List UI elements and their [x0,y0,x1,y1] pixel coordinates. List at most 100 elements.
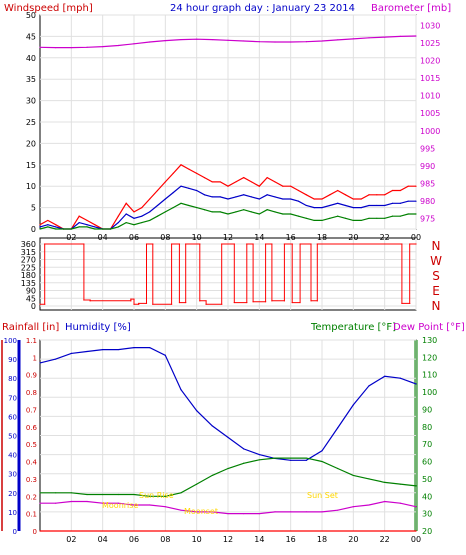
xtick-label: 10 [192,535,202,544]
data-point [344,217,347,219]
ytick-label: 130 [422,336,437,345]
data-point [305,204,307,207]
direction-gridlines [40,238,417,310]
ytick-label: 20 [26,139,36,148]
data-point [70,47,72,49]
data-point [290,41,292,43]
ytick-label: 100 [422,388,437,397]
data-point [266,177,268,179]
data-point [271,243,273,245]
ytick-label: 980 [420,197,435,206]
data-point [316,243,318,245]
data-point [415,383,417,385]
data-point [227,185,229,187]
data-point [227,198,229,200]
data-point [94,228,96,230]
data-point [243,448,245,450]
data-point [399,202,401,204]
data-point [86,500,88,503]
data-point [44,303,46,305]
sunset-label: Sun Set [307,491,338,500]
data-point [211,196,213,198]
data-point [407,213,409,215]
data-point [246,301,248,304]
ytick-label: 360 [21,240,36,249]
humidity-axis-title: Humidity [%] [65,322,131,333]
data-point [102,493,104,496]
data-point [399,502,401,504]
data-point [265,243,267,245]
data-point [415,35,417,37]
data-point [55,226,57,228]
data-point [310,300,312,302]
ytick-label: 0 [33,528,37,536]
data-point [407,185,409,187]
data-point [130,298,132,300]
data-point [291,243,293,245]
chart-title: 24 hour graph day : January 23 2014 [170,3,355,14]
data-point [391,189,394,192]
data-point [352,474,354,477]
data-point [384,204,386,207]
data-point [399,35,401,38]
data-point [70,228,72,230]
data-point [321,460,323,463]
data-point [258,41,260,43]
data-point [221,303,223,305]
data-point [415,530,417,532]
data-point [352,506,354,508]
ytick-label: 80 [8,375,17,383]
data-point [117,493,119,496]
data-point [274,457,276,459]
compass-letter: S [432,269,440,283]
data-point [282,198,284,200]
ytick-label: 120 [422,353,437,362]
data-point [188,204,190,207]
sunrise-label: Sun Rise [139,491,174,500]
ytick-label: 40 [26,54,36,63]
data-point [399,377,401,379]
data-point [133,224,135,226]
ytick-label: 30 [8,471,17,479]
data-point [313,207,315,209]
data-point [290,511,292,513]
data-point [376,204,378,207]
data-point [227,513,229,515]
data-point [329,204,331,207]
data-point [199,243,201,245]
data-point [78,215,80,217]
data-point [415,213,417,215]
ytick-label: 30 [422,510,432,519]
data-point [55,224,57,226]
ytick-label: 0.8 [26,389,37,397]
data-point [164,354,166,356]
ytick-label: 90 [26,287,36,296]
data-point [290,185,292,187]
wind-series [39,35,417,230]
data-point [243,462,245,464]
data-point [180,492,182,494]
data-point [149,211,151,213]
data-point [337,189,339,192]
xtick-label: 02 [66,535,76,544]
data-point [274,511,276,513]
data-point [399,483,401,485]
ytick-label: 1000 [420,127,440,136]
data-point [305,217,307,219]
data-point [145,302,148,305]
data-point [258,454,260,456]
data-point [117,215,119,217]
data-point [329,217,331,219]
ytick-label: 5 [31,204,36,213]
data-point [274,181,276,183]
data-point [305,194,307,196]
wind-ytick-labels: 0 5 10 15 20 25 30 35 40 45 50 [26,11,36,234]
data-point [321,207,323,209]
data-point [233,301,235,304]
data-point [133,303,135,305]
xtick-label: 22 [380,535,390,544]
data-point [39,492,41,494]
dewpoint-axis-title: Dew Point [°F] [393,322,465,333]
data-point [384,217,386,219]
